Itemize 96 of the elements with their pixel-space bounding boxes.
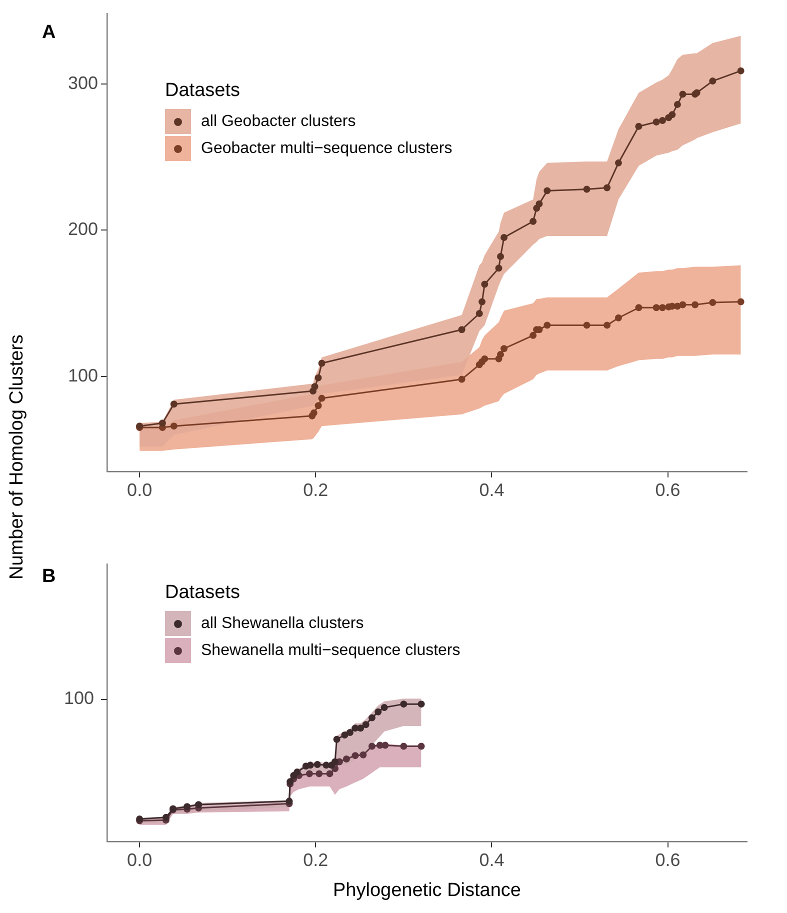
point [326, 770, 334, 778]
point [170, 422, 178, 430]
y-tick-label: 100 [68, 365, 98, 386]
x-tick-label: 0.6 [655, 850, 680, 870]
point [333, 736, 340, 743]
point [500, 234, 508, 241]
y-tick-label: 200 [68, 219, 98, 240]
point [668, 111, 676, 118]
point [604, 184, 611, 192]
point [380, 704, 388, 712]
x-tick-label: 0.0 [127, 480, 152, 500]
point [382, 742, 389, 749]
point [352, 752, 359, 760]
point [635, 304, 642, 312]
point [316, 770, 323, 778]
point [476, 310, 483, 318]
point [604, 322, 611, 329]
point [658, 117, 666, 124]
point [737, 67, 744, 74]
point [357, 724, 364, 732]
point [500, 345, 508, 352]
point [310, 409, 318, 416]
point [658, 304, 666, 312]
legend-label: Geobacter multi−sequence clusters [201, 140, 452, 158]
point [368, 714, 376, 722]
point [162, 814, 170, 821]
point [478, 298, 486, 306]
point [583, 186, 590, 193]
point [583, 322, 590, 329]
point [635, 122, 642, 130]
point [652, 304, 660, 312]
point [544, 322, 551, 329]
y-axis-title: Number of Homolog Clusters [6, 334, 28, 579]
y-tick-label: 300 [68, 72, 98, 93]
point [679, 301, 686, 308]
point [481, 355, 488, 362]
point [614, 314, 622, 322]
point [360, 751, 367, 758]
point [314, 760, 321, 768]
point [737, 298, 744, 306]
x-tick-label: 0.6 [655, 480, 680, 500]
point [318, 394, 326, 402]
chart-title: B [42, 566, 56, 588]
point [652, 118, 660, 126]
point [341, 731, 348, 738]
point [614, 159, 622, 166]
legend-label: all Shewanella clusters [201, 614, 364, 632]
point [400, 742, 408, 750]
point [400, 700, 408, 708]
point [458, 376, 466, 383]
point [342, 756, 350, 763]
point [709, 299, 716, 306]
point [314, 402, 322, 410]
chart-title: A [42, 22, 56, 44]
point [530, 332, 537, 339]
point [286, 798, 293, 805]
point [368, 742, 376, 750]
point [679, 90, 686, 98]
point [674, 100, 681, 108]
point [158, 420, 166, 427]
point [306, 770, 313, 778]
point [184, 803, 191, 810]
point [497, 252, 504, 260]
point [418, 700, 425, 708]
x-tick-label: 0.4 [479, 850, 504, 870]
legend-title: Datasets [165, 582, 241, 604]
point [481, 280, 488, 288]
point [458, 326, 466, 334]
point [306, 762, 314, 769]
x-tick-label: 0.0 [127, 850, 152, 870]
point [318, 360, 326, 367]
point [374, 708, 382, 716]
point [362, 721, 370, 728]
legend-label: all Geobacter clusters [201, 112, 356, 130]
point [294, 768, 301, 776]
point [418, 742, 425, 750]
point [495, 264, 502, 272]
x-axis-title: Phylogenetic Distance [332, 880, 522, 902]
point [170, 400, 178, 408]
point [530, 218, 537, 225]
point [536, 200, 543, 208]
point [692, 301, 699, 308]
point [346, 729, 354, 736]
point [195, 801, 202, 808]
x-tick-label: 0.4 [479, 480, 504, 500]
point [709, 78, 716, 85]
x-tick-label: 0.2 [303, 850, 328, 870]
point [497, 350, 504, 358]
point [332, 758, 339, 766]
legend-label: Shewanella multi−sequence clusters [201, 642, 460, 660]
point [314, 374, 322, 382]
point [311, 383, 318, 390]
x-tick-label: 0.2 [303, 480, 328, 500]
legend-title: Datasets [165, 80, 241, 102]
point [544, 187, 551, 194]
point [286, 778, 294, 786]
